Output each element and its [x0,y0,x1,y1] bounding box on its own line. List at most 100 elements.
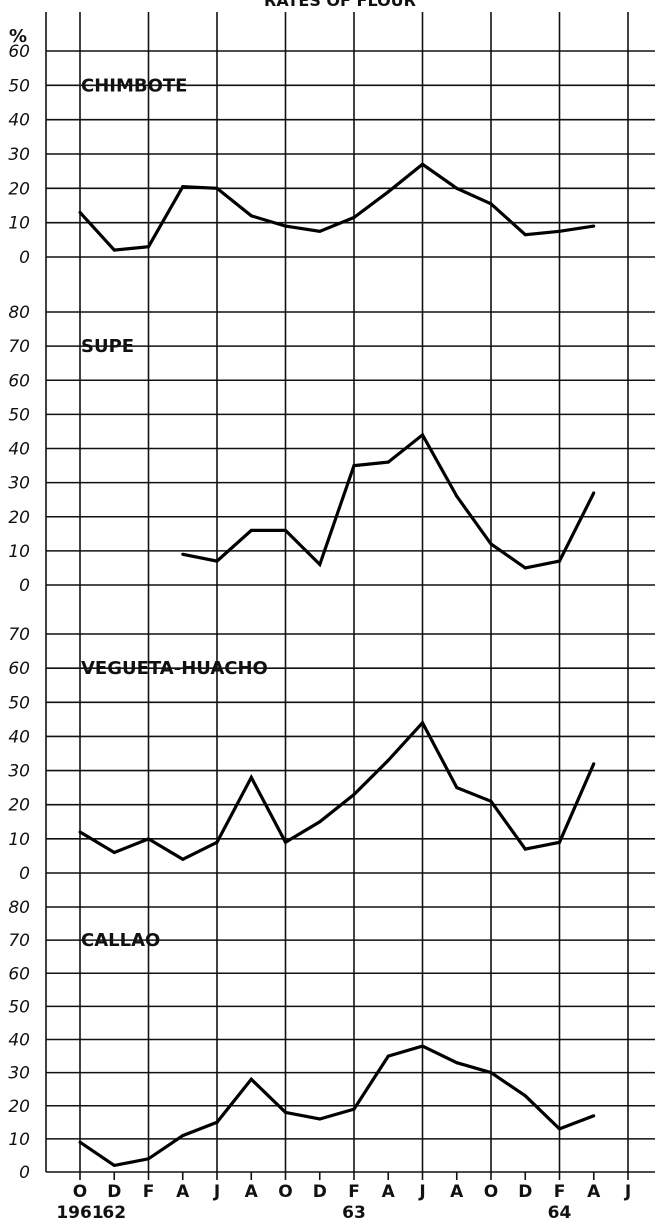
data-point [352,792,356,796]
data-point [318,229,322,233]
data-point [181,1134,185,1138]
panel-title: CHIMBOTE [81,75,187,96]
year-label: 63 [342,1203,366,1223]
data-point [523,847,527,851]
x-tick-label: A [176,1182,190,1202]
x-tick-label: A [587,1182,601,1202]
data-point [455,1061,459,1065]
y-tick-label: 10 [8,214,30,234]
y-tick-label: 50 [8,76,30,96]
panels: 0 10 20 30 40 50 60 CHIMBOTE 0 10 20 30 40 50 60 70 80 SU… [8,42,655,1183]
x-tick-label: O [484,1182,498,1202]
y-tick-label: 30 [8,1064,30,1084]
data-point [284,840,287,844]
year-label: 1961 [56,1203,103,1223]
y-tick-label: 50 [8,997,30,1017]
data-point [284,528,287,532]
year-label: 62 [102,1203,126,1223]
y-tick-label: 60 [8,659,30,679]
y-tick-label: 0 [19,864,30,884]
data-point [147,1157,150,1161]
data-point [523,566,527,570]
data-point [112,851,116,855]
data-point [386,758,390,762]
data-point [558,559,561,563]
data-point [78,830,82,834]
data-point [112,248,116,252]
y-tick-label: 30 [8,474,30,494]
data-point [78,1140,82,1144]
y-tick-label: 50 [8,693,30,713]
data-point [284,1110,287,1114]
x-tick-label: J [418,1182,425,1202]
y-unit-label: % [9,26,27,47]
y-tick-label: 70 [8,337,30,357]
y-tick-label: 60 [8,964,30,984]
data-point [558,229,561,233]
series-line [79,720,596,862]
data-point [421,721,424,725]
data-point [592,1114,596,1118]
data-point [181,185,185,189]
data-point [249,1077,253,1081]
y-tick-label: 40 [8,727,30,747]
y-tick-label: 40 [8,440,30,460]
data-point [489,542,493,546]
data-point [489,202,493,206]
data-point [249,214,253,218]
data-point [592,491,596,495]
x-tick-label: O [73,1182,87,1202]
y-tick-label: 10 [8,830,30,850]
data-point [249,528,253,532]
x-tick-label: J [624,1182,631,1202]
data-point [147,837,150,841]
y-tick-label: 0 [19,248,30,268]
data-point [558,840,561,844]
data-point [215,186,219,190]
data-point [523,233,527,237]
y-tick-label: 40 [8,1031,30,1051]
data-point [558,1127,561,1131]
y-tick-label: 20 [8,179,30,199]
data-point [284,224,287,228]
data-point [318,1117,322,1121]
x-tick-label: A [450,1182,464,1202]
data-point [352,464,356,468]
y-tick-label: 80 [8,303,30,323]
data-point [147,245,150,249]
data-point [181,857,185,861]
y-tick-label: 0 [19,1163,30,1183]
y-tick-label: 70 [8,625,30,645]
data-point [181,552,185,556]
y-tick-label: 30 [8,145,30,165]
data-point [489,799,493,803]
y-tick-label: 70 [8,931,30,951]
data-point [386,1054,390,1058]
data-point [455,786,459,790]
x-tick-label: F [348,1182,360,1202]
y-tick-label: 20 [8,796,30,816]
data-point [215,559,219,563]
panel-title: CALLAO [81,930,160,951]
x-tick-label: F [143,1182,155,1202]
y-tick-label: 10 [8,1130,30,1150]
data-point [421,162,424,166]
panel-chimbote: 0 10 20 30 40 50 60 CHIMBOTE [8,42,655,268]
data-point [386,190,390,194]
grid [45,12,629,1172]
y-tick-label: 50 [8,405,30,425]
y-tick-label: 0 [19,576,30,596]
x-tick-label: D [107,1182,121,1202]
data-point [455,494,459,498]
x-tick-label: D [518,1182,532,1202]
x-tick-label: A [245,1182,259,1202]
x-tick-label: A [382,1182,396,1202]
panel-title: SUPE [81,336,134,357]
year-label: 64 [548,1203,572,1223]
data-point [249,775,253,779]
data-point [386,460,390,464]
data-point [215,1120,219,1124]
data-point [489,1071,493,1075]
